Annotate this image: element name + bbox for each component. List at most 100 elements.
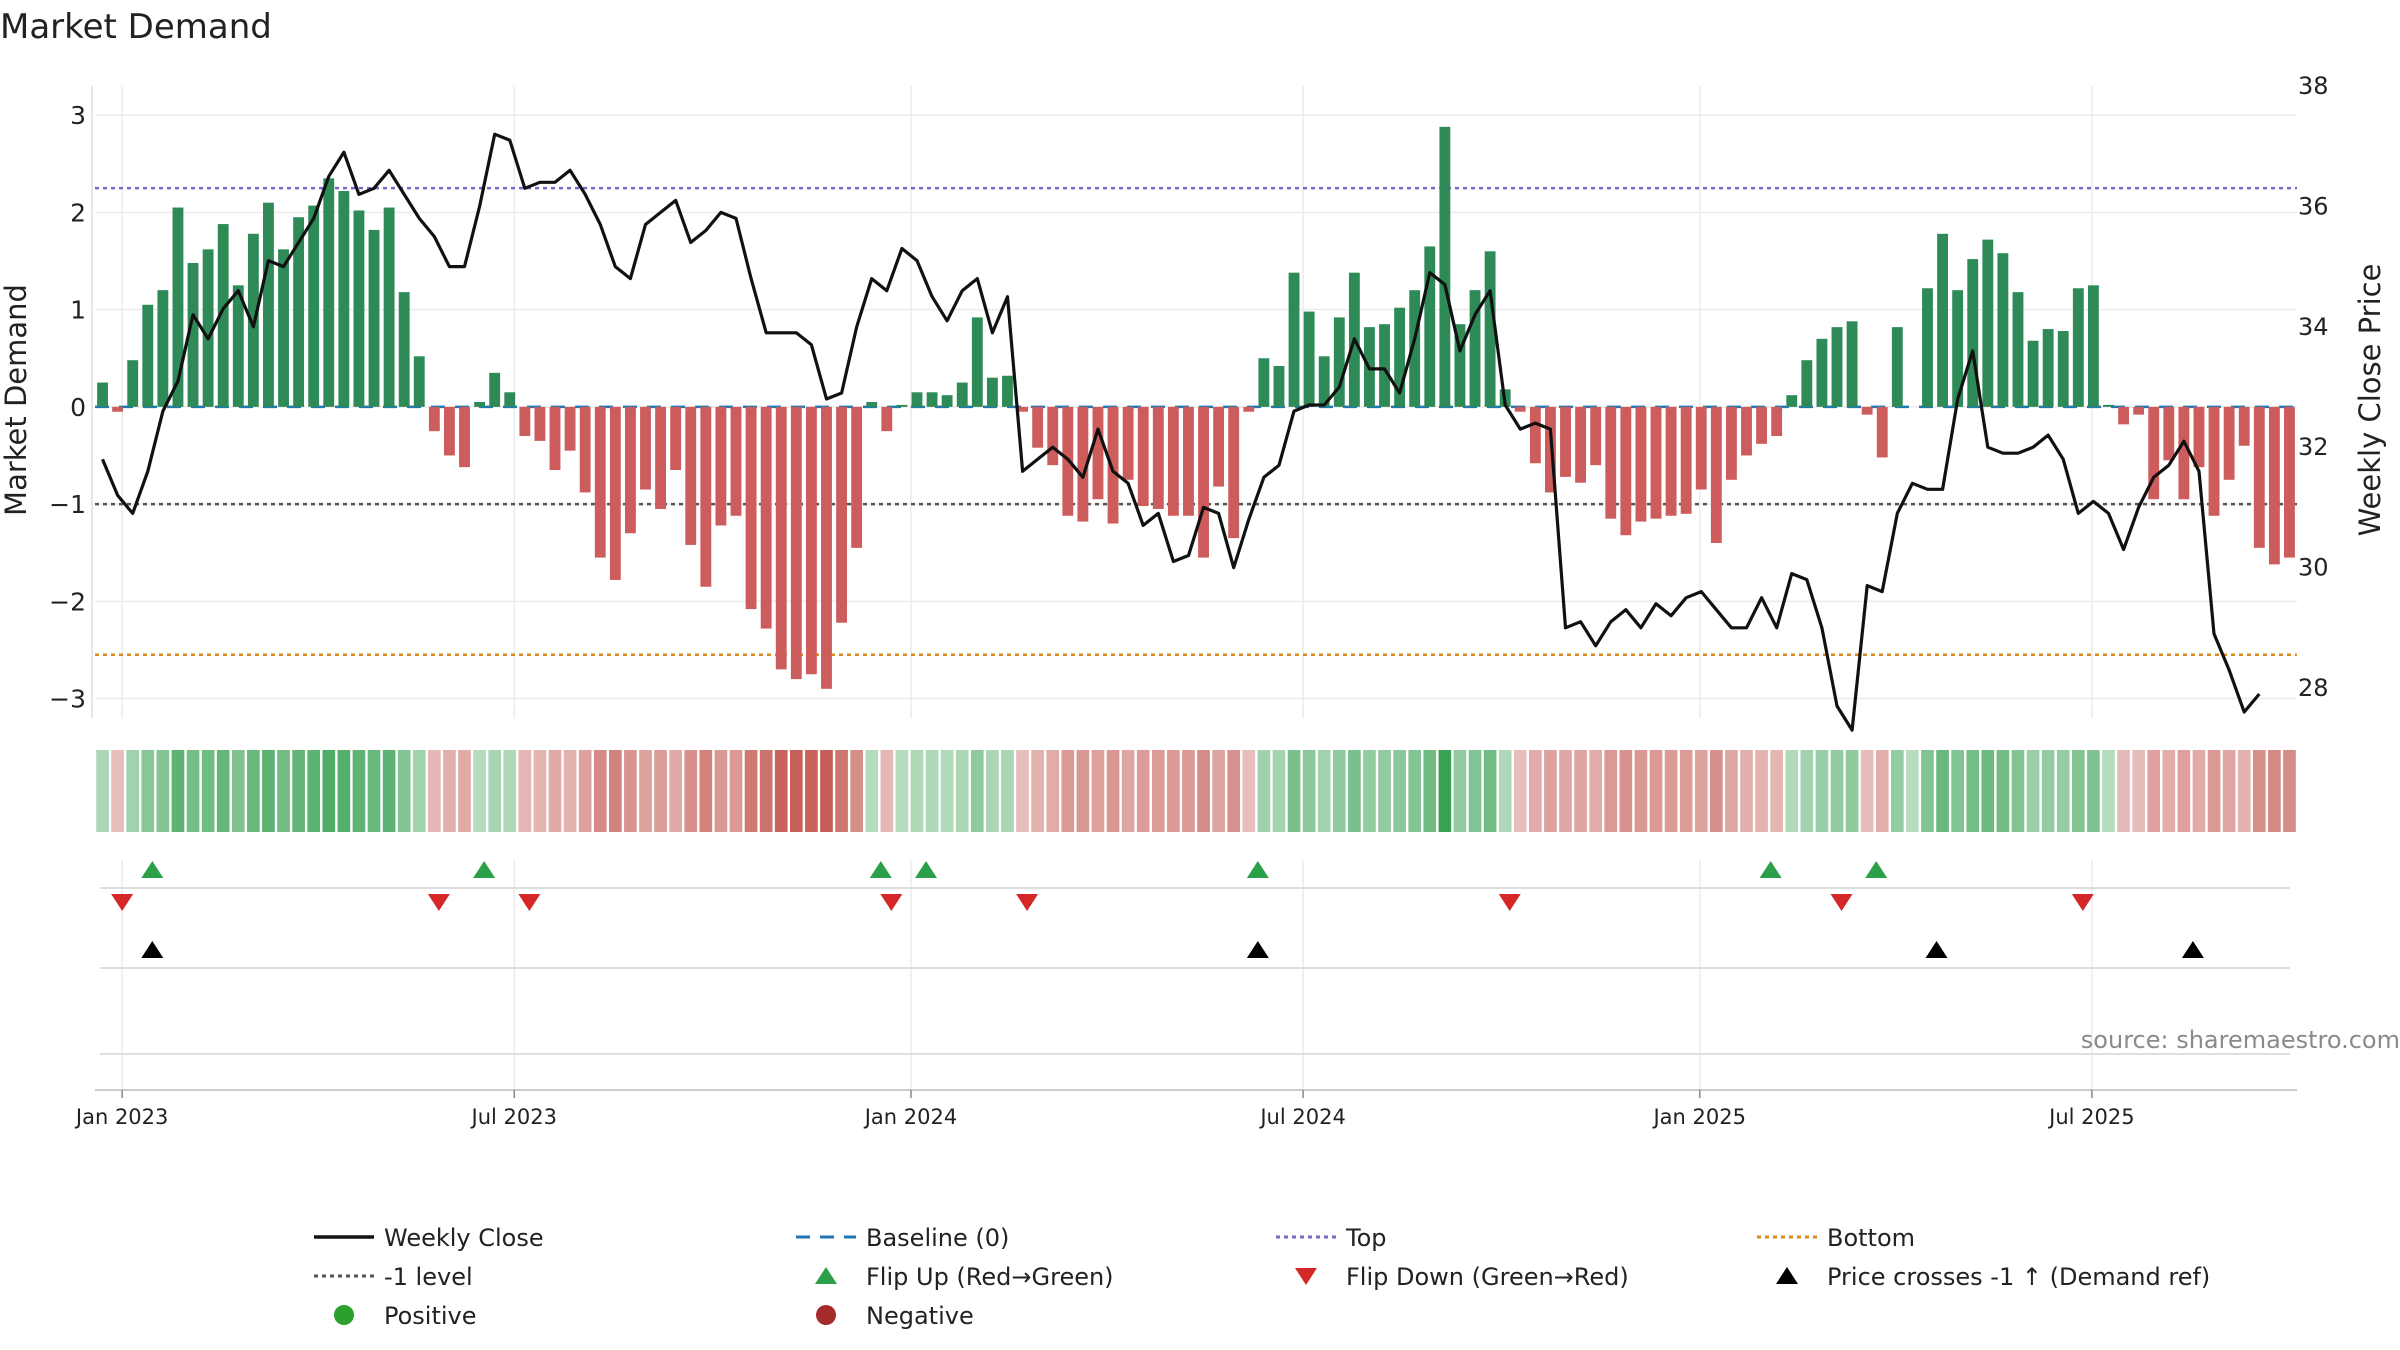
heat-cell [1212, 750, 1225, 832]
heat-cell [2252, 750, 2266, 832]
demand-bar [1092, 406, 1104, 500]
legend-label: Bottom [1827, 1224, 1915, 1252]
heat-cell [262, 750, 275, 832]
demand-bar [1077, 406, 1089, 522]
heat-cell [1001, 750, 1014, 832]
heat-cell [322, 750, 336, 832]
demand-bar [881, 406, 893, 432]
demand-bar [368, 229, 380, 407]
demand-bar [670, 406, 682, 471]
demand-bar [1982, 239, 1994, 407]
heat-cell [533, 750, 547, 832]
heat-cell [1257, 750, 1271, 832]
heat-cell [96, 750, 109, 832]
heat-cell [578, 750, 592, 832]
heat-cell [473, 750, 486, 832]
demand-bar [278, 249, 289, 407]
demand-bar [1695, 406, 1707, 490]
demand-bar [459, 406, 470, 468]
heat-cell [1785, 750, 1799, 832]
demand-bar [1318, 356, 1330, 407]
heat-cell [1046, 750, 1060, 832]
heat-cell [820, 750, 833, 832]
demand-bar [1454, 324, 1466, 407]
demand-bar [428, 406, 440, 432]
heat-cell [1936, 750, 1949, 832]
demand-bar [2118, 406, 2129, 425]
heat-cell [548, 750, 562, 832]
x-tick-label: Jul 2023 [470, 1105, 557, 1129]
heat-cell [654, 750, 667, 832]
demand-bar [1333, 317, 1345, 407]
demand-bar [911, 392, 923, 407]
demand-bar [715, 406, 727, 526]
heat-cell [1559, 750, 1572, 832]
legend-swatch-circle [334, 1305, 354, 1325]
heat-cell [1800, 750, 1814, 832]
heat-cell [1996, 750, 2010, 832]
signal-marker-rows [95, 861, 2297, 1091]
heat-cell [231, 750, 245, 832]
x-tick-label: Jan 2023 [74, 1105, 169, 1129]
price-cross-marker [141, 941, 164, 958]
heat-cell [1921, 750, 1934, 832]
demand-bar [1529, 406, 1541, 464]
demand-bar [157, 290, 169, 407]
demand-bar [609, 406, 621, 580]
heat-cell [1302, 750, 1316, 832]
demand-bar [127, 360, 139, 407]
heat-cell [428, 750, 441, 832]
legend-swatch-triangle-down [1295, 1268, 1317, 1285]
demand-bar [1922, 288, 1933, 407]
demand-heat-strip [96, 750, 2296, 832]
legend-swatch-triangle-up [1776, 1267, 1798, 1284]
demand-bar [504, 392, 516, 407]
heat-cell [1529, 750, 1542, 832]
demand-bar [1605, 406, 1617, 519]
demand-bar [2193, 406, 2205, 468]
heat-cell [352, 750, 366, 832]
demand-bar [956, 382, 968, 407]
demand-bar [2208, 406, 2220, 516]
demand-bar [2103, 404, 2114, 407]
demand-bar [293, 217, 305, 407]
demand-bar [1424, 246, 1436, 407]
flip-up-marker [915, 861, 938, 878]
demand-bar [2178, 406, 2190, 500]
heat-cell [1574, 750, 1587, 832]
demand-bar [640, 406, 651, 490]
heat-cell [1016, 750, 1029, 832]
y2-tick-label: 32 [2298, 433, 2329, 461]
heat-cell [307, 750, 321, 832]
heat-cell [910, 750, 924, 832]
demand-bar [383, 207, 395, 407]
demand-bar [172, 207, 184, 407]
heat-cell [684, 750, 698, 832]
heat-cell [1710, 750, 1723, 832]
heat-cell [2102, 750, 2115, 832]
demand-bar [1846, 321, 1858, 407]
demand-bar [1937, 233, 1948, 407]
heat-cell [201, 750, 215, 832]
heat-cell [986, 750, 999, 832]
weekly-close-line [101, 132, 2261, 732]
heat-cell [1725, 750, 1738, 832]
heat-cell [970, 750, 984, 832]
demand-bar [1997, 253, 2009, 407]
demand-bar [353, 210, 365, 407]
demand-bar [519, 406, 531, 437]
demand-bar [1891, 327, 1903, 407]
demand-bar [112, 406, 124, 412]
heat-cell [1679, 750, 1693, 832]
heat-cell [1981, 750, 1995, 832]
flip-up-marker [141, 861, 164, 878]
source-label: source: sharemaestro.com [2081, 1026, 2400, 1054]
demand-bar [790, 406, 802, 680]
demand-bar [760, 406, 772, 629]
heat-cell [141, 750, 155, 832]
demand-bar [1725, 406, 1737, 480]
demand-bar [1741, 406, 1752, 456]
heat-cell [2177, 750, 2191, 832]
demand-bar [1861, 406, 1873, 415]
